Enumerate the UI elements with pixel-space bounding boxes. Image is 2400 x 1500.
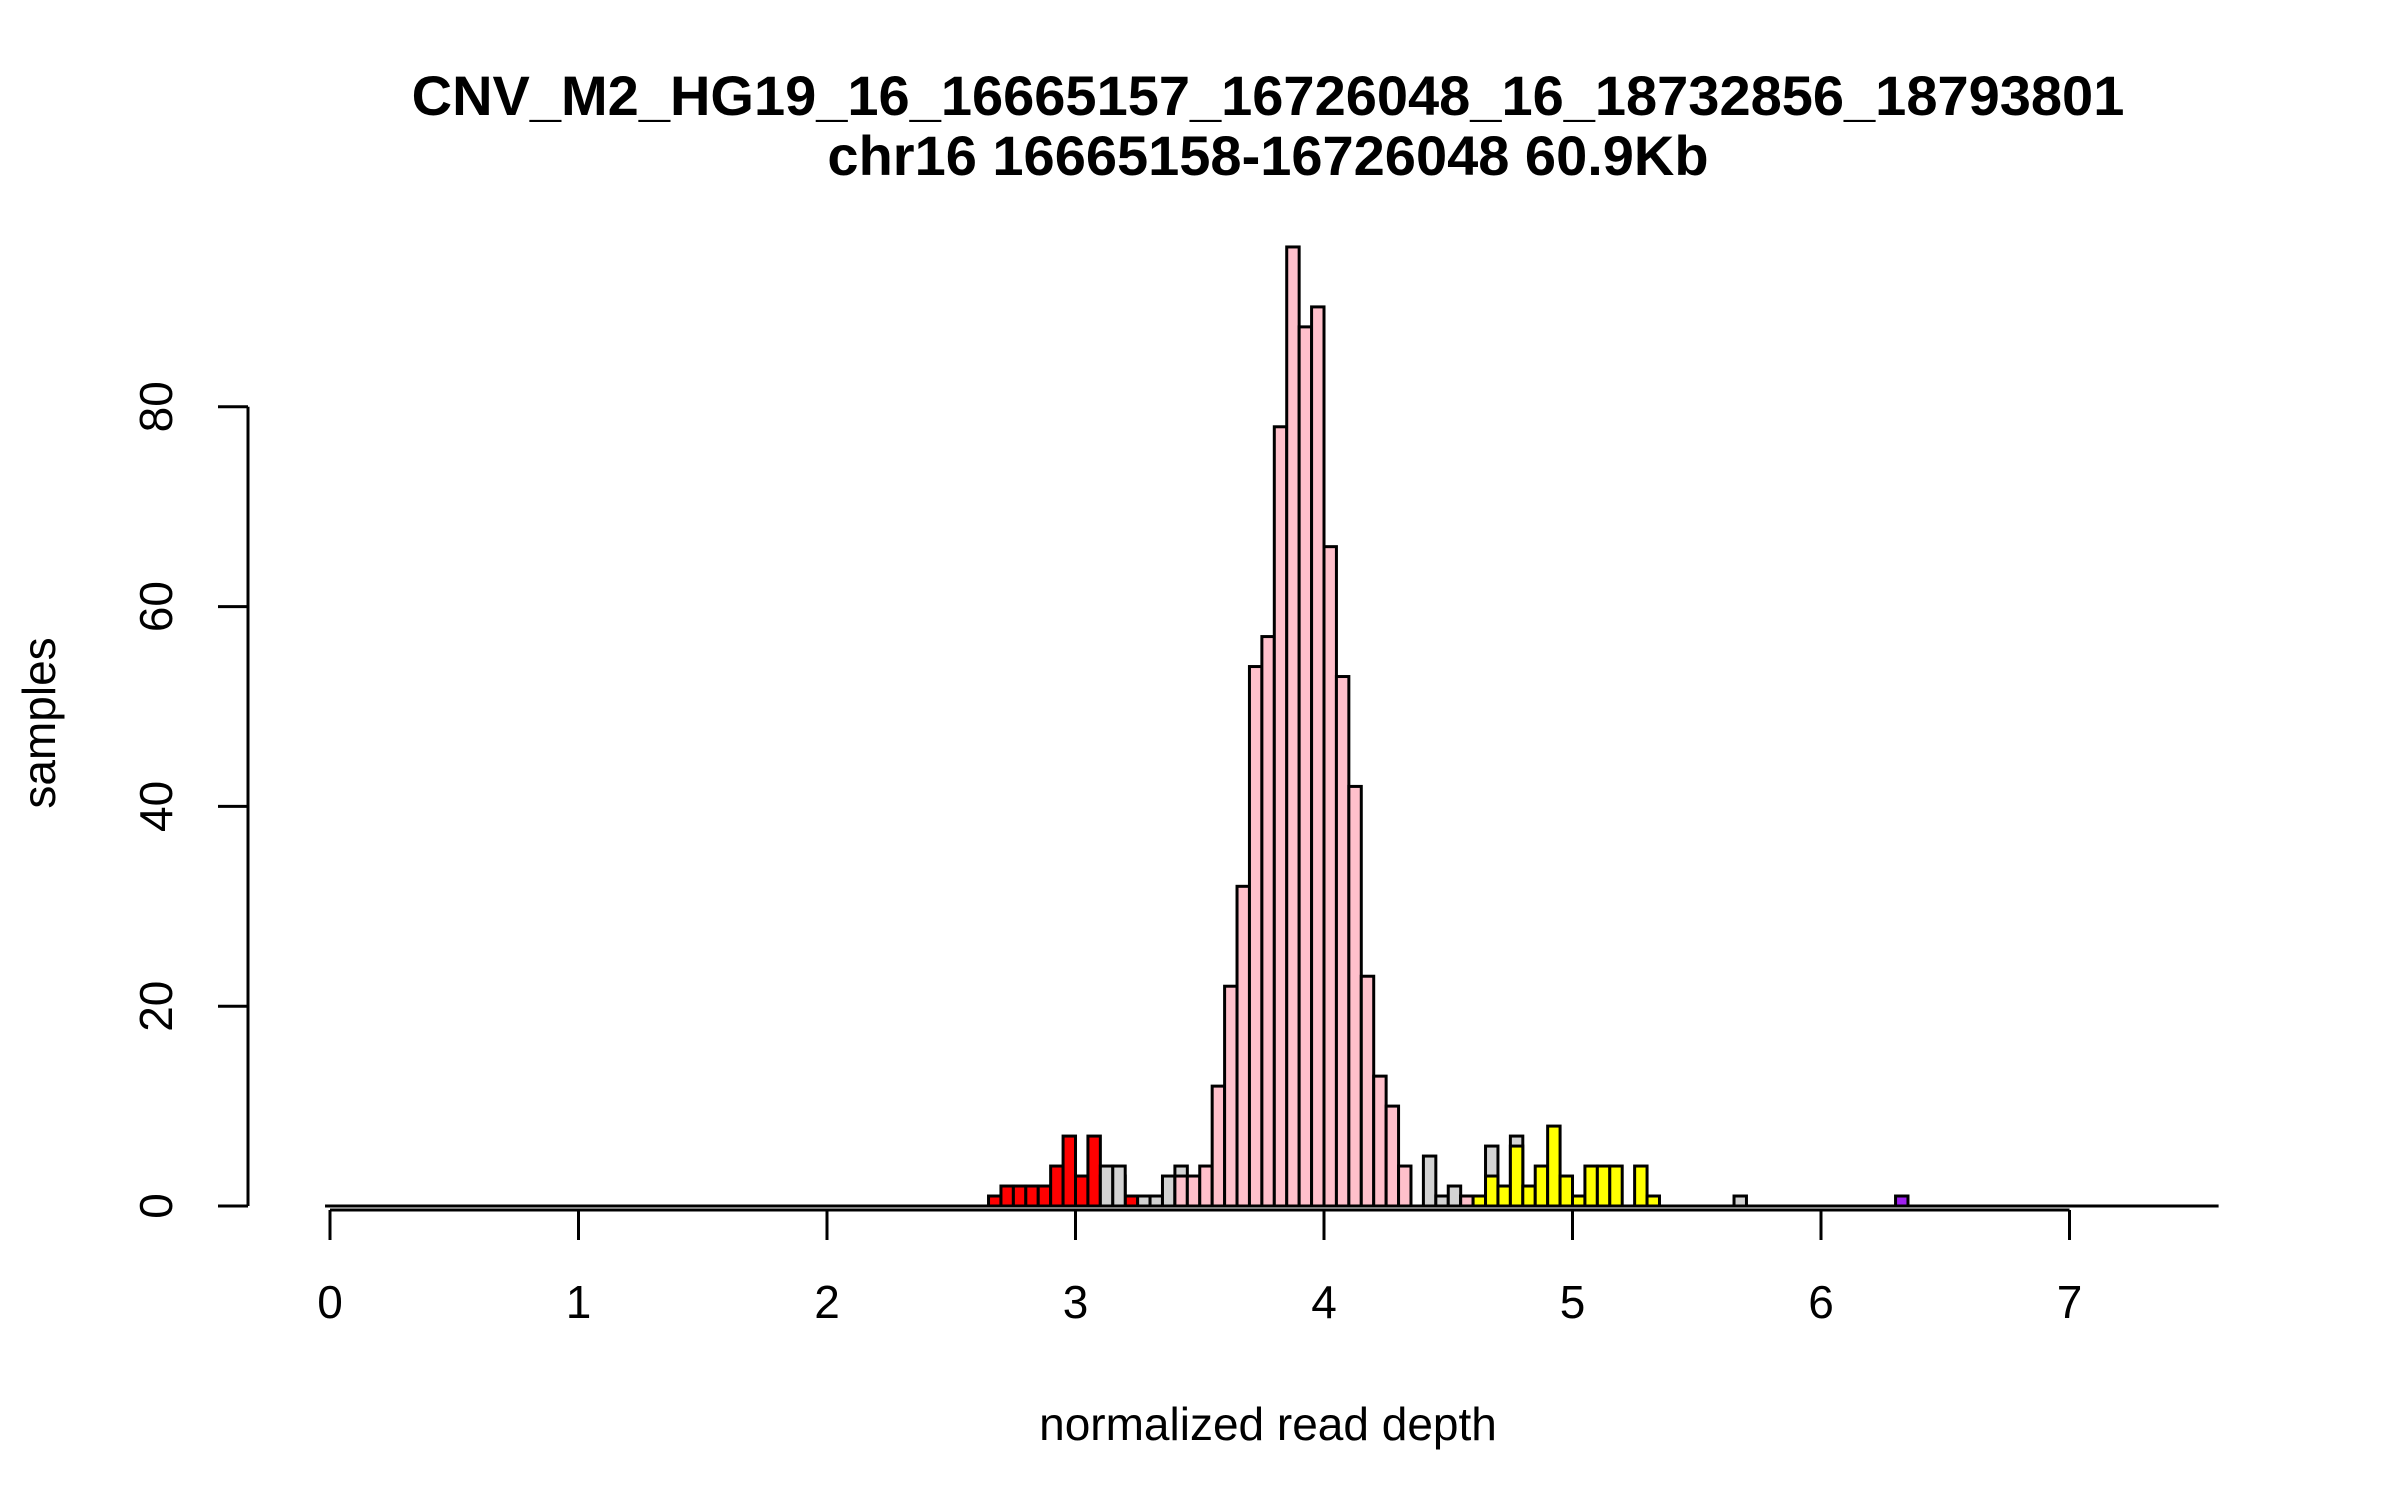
- histogram-bar-pink: [1185, 1174, 1202, 1208]
- y-tick-label: 60: [130, 581, 182, 632]
- histogram-bar-pink: [1310, 305, 1326, 1208]
- histogram-bar-yellow: [1595, 1164, 1612, 1208]
- histogram-bar-gray: [1111, 1164, 1127, 1208]
- x-tick-label: 6: [1808, 1276, 1834, 1328]
- histogram-bar-pink: [1359, 974, 1376, 1208]
- y-axis: 0 20 40 60 80: [130, 381, 250, 1219]
- histogram-bar-pink: [1173, 1174, 1189, 1208]
- x-tick-label: 5: [1560, 1276, 1586, 1328]
- y-tick-label: 40: [130, 781, 182, 832]
- histogram-bar-gray: [1421, 1154, 1438, 1208]
- histogram-bar-yellow: [1558, 1174, 1575, 1208]
- histogram-bar-yellow: [1533, 1164, 1550, 1208]
- y-axis-label: samples: [13, 637, 65, 808]
- histogram-bar-pink: [1223, 984, 1239, 1208]
- histogram-bar-red: [999, 1184, 1015, 1208]
- histogram-bar-pink: [1272, 425, 1289, 1208]
- histogram-bar-red: [1049, 1164, 1065, 1208]
- histogram-bar-red: [1024, 1184, 1040, 1208]
- histogram-bar-pink: [1322, 545, 1338, 1208]
- x-tick-label: 7: [2057, 1276, 2083, 1328]
- histogram-bar-pink: [1397, 1164, 1413, 1208]
- histogram-bar-pink: [1260, 635, 1276, 1208]
- histogram-bar-pink: [1285, 245, 1301, 1208]
- histogram-bar-gray: [1160, 1174, 1177, 1208]
- y-tick-label: 0: [130, 1193, 182, 1219]
- histogram-bar-gray: [1098, 1164, 1115, 1208]
- histogram-bar-pink: [1198, 1164, 1214, 1208]
- chart-title: CNV_M2_HG19_16_16665157_16726048_16_1873…: [412, 64, 2125, 127]
- x-tick-label: 4: [1311, 1276, 1337, 1328]
- x-tick-label: 1: [566, 1276, 592, 1328]
- histogram-bar-pink: [1372, 1074, 1388, 1208]
- y-tick-label: 80: [130, 381, 182, 432]
- histogram-bar-pink: [1297, 325, 1314, 1208]
- histogram-bar-red: [1061, 1134, 1078, 1208]
- histogram-bar-yellow: [1583, 1164, 1599, 1208]
- x-tick-label: 3: [1063, 1276, 1089, 1328]
- histogram-bar-red: [1011, 1184, 1028, 1208]
- x-tick-label: 0: [317, 1276, 343, 1328]
- chart-subtitle: chr16 16665158-16726048 60.9Kb: [827, 124, 1708, 187]
- histogram-bar-yellow: [1484, 1174, 1500, 1208]
- x-axis-label: normalized read depth: [1039, 1398, 1497, 1450]
- histogram-bar-yellow: [1521, 1184, 1537, 1208]
- histogram-bar-red: [1086, 1134, 1102, 1208]
- x-axis: 0 1 2 3 4 5 6 7: [317, 1208, 2083, 1328]
- histogram-bar-pink: [1247, 665, 1264, 1208]
- histogram-bar-yellow: [1546, 1124, 1562, 1208]
- histogram-bar-red: [1074, 1174, 1090, 1208]
- histogram-bar-yellow: [1608, 1164, 1624, 1208]
- histogram-bar-pink: [1384, 1104, 1401, 1208]
- histogram-bar-pink: [1235, 884, 1251, 1208]
- histogram-bar-pink: [1334, 675, 1351, 1208]
- x-tick-label: 2: [814, 1276, 840, 1328]
- histogram-bar-pink: [1210, 1084, 1227, 1208]
- histogram-bar-gray: [1446, 1184, 1463, 1208]
- histogram-bar-yellow: [1633, 1164, 1649, 1208]
- histogram-bar-yellow: [1508, 1144, 1525, 1208]
- histogram-bar-yellow: [1496, 1184, 1512, 1208]
- histogram-bar-red: [1036, 1184, 1053, 1208]
- histogram-bar-pink: [1347, 784, 1363, 1208]
- histogram-bars: [987, 245, 1910, 1208]
- y-tick-label: 20: [130, 981, 182, 1032]
